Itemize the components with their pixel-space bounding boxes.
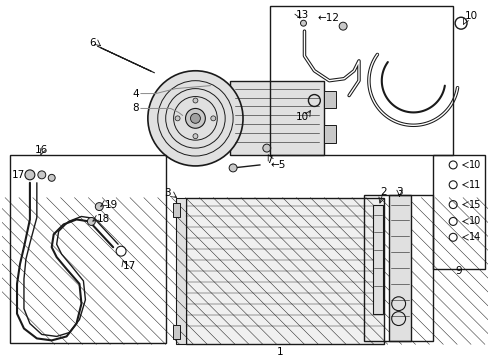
- Bar: [215, 125, 230, 145]
- Bar: [389, 195, 411, 341]
- Text: 10: 10: [469, 216, 481, 226]
- Text: 10: 10: [296, 112, 309, 122]
- Bar: [172, 324, 179, 339]
- Bar: [324, 91, 336, 108]
- Circle shape: [193, 98, 198, 103]
- Text: 1: 1: [276, 347, 283, 357]
- Bar: [175, 198, 186, 345]
- Circle shape: [186, 108, 205, 128]
- Bar: [364, 195, 433, 341]
- Text: 19: 19: [105, 199, 119, 210]
- Circle shape: [48, 174, 55, 181]
- Circle shape: [148, 71, 243, 166]
- Text: 15: 15: [469, 199, 481, 210]
- Bar: [433, 155, 485, 269]
- Text: 9: 9: [456, 266, 463, 276]
- Text: 10: 10: [465, 11, 478, 21]
- Text: 10: 10: [469, 160, 481, 170]
- Text: 17: 17: [12, 170, 25, 180]
- Text: 16: 16: [35, 145, 49, 155]
- Circle shape: [25, 170, 35, 180]
- Circle shape: [38, 171, 46, 179]
- Text: 11: 11: [469, 180, 481, 190]
- Text: 7: 7: [267, 155, 273, 165]
- Text: 3: 3: [396, 187, 403, 197]
- Bar: [186, 198, 384, 345]
- Bar: [373, 204, 383, 314]
- Circle shape: [191, 113, 200, 123]
- Text: ←12: ←12: [317, 13, 339, 23]
- Circle shape: [263, 144, 271, 152]
- Text: 3: 3: [164, 188, 171, 198]
- Bar: [10, 155, 166, 343]
- Text: 17: 17: [122, 261, 136, 271]
- Text: 14: 14: [469, 232, 481, 242]
- Text: 6: 6: [90, 38, 97, 48]
- Circle shape: [87, 217, 96, 225]
- Circle shape: [175, 116, 180, 121]
- Circle shape: [211, 116, 216, 121]
- Circle shape: [300, 20, 306, 26]
- Text: 2: 2: [380, 187, 387, 197]
- Text: 4: 4: [132, 89, 139, 99]
- Bar: [215, 91, 230, 111]
- Circle shape: [339, 22, 347, 30]
- Bar: [230, 81, 324, 155]
- Circle shape: [96, 203, 103, 211]
- Text: ←5: ←5: [271, 160, 286, 170]
- Text: 18: 18: [98, 215, 111, 224]
- Circle shape: [229, 164, 237, 172]
- Bar: [324, 125, 336, 143]
- Text: 8: 8: [132, 103, 139, 113]
- Bar: [172, 203, 179, 217]
- Circle shape: [193, 134, 198, 139]
- Text: 13: 13: [295, 10, 309, 20]
- Bar: [270, 6, 453, 155]
